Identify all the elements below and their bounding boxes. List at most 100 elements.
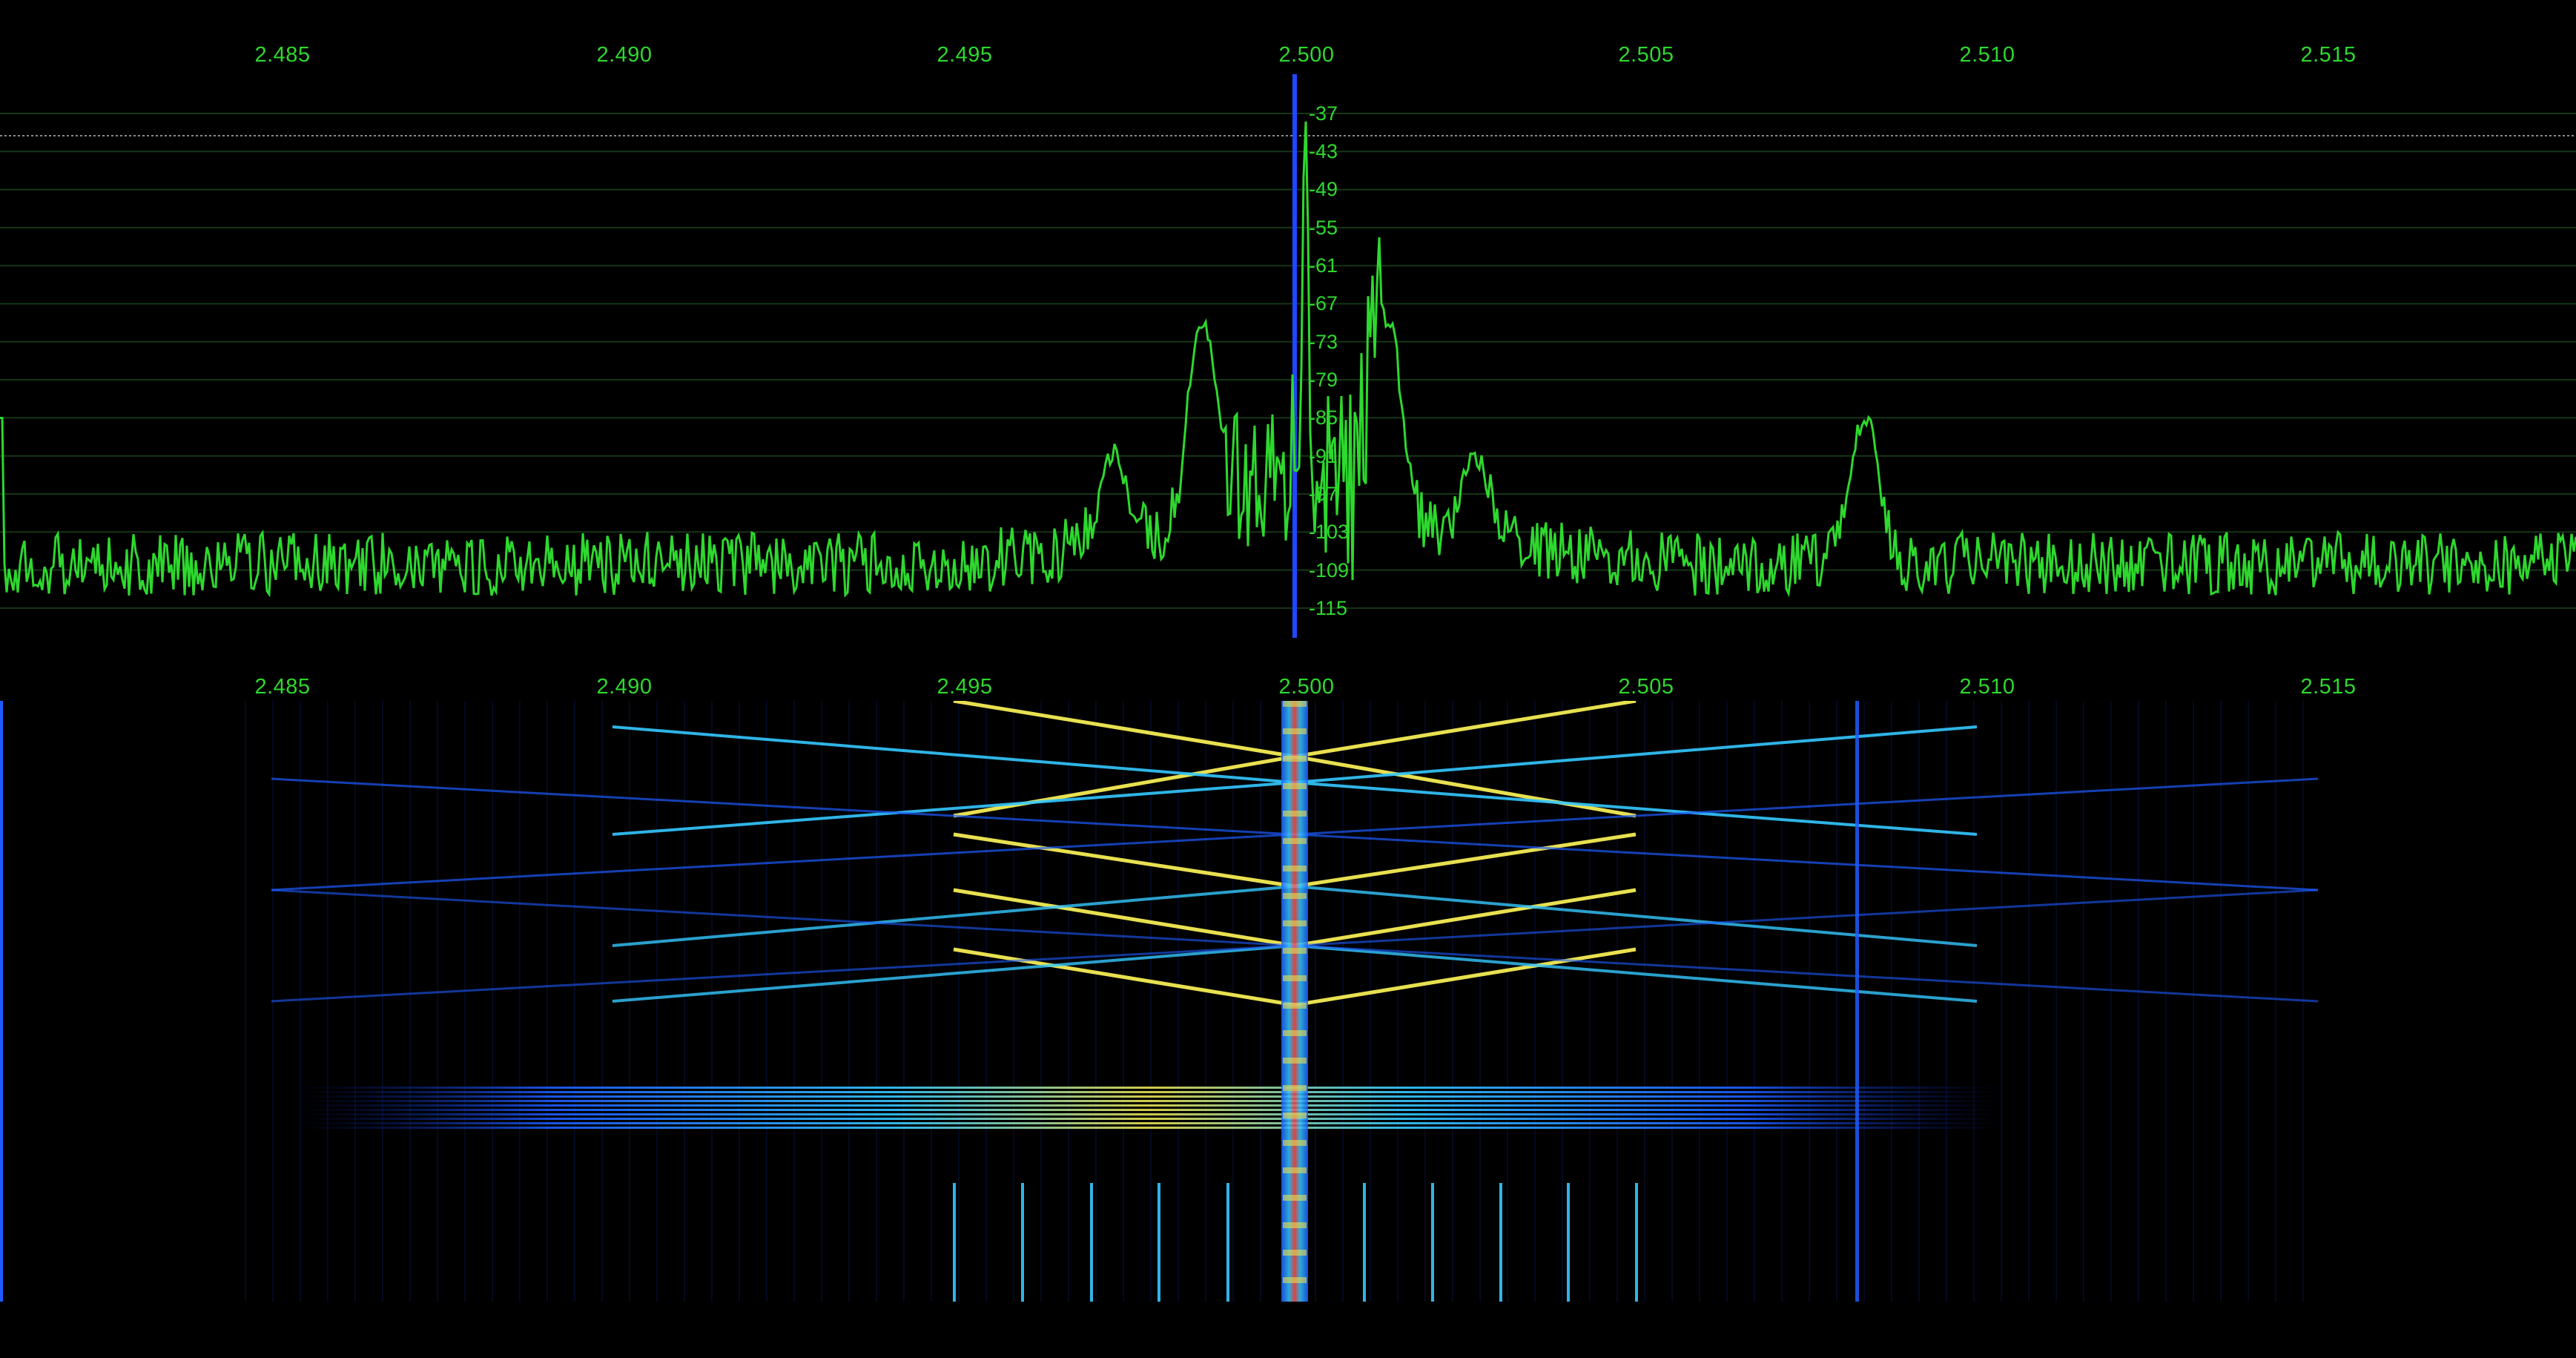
db-label: -67: [1309, 292, 1338, 314]
db-label: -73: [1309, 331, 1338, 353]
db-label: -61: [1309, 254, 1338, 277]
haze-column: [1781, 701, 1783, 1302]
chirp-sweep: [612, 781, 1295, 836]
spur-line: [1855, 701, 1859, 1302]
haze-column: [1534, 701, 1536, 1302]
band-line: [297, 1091, 2002, 1093]
waterfall-frequency-axis: 2.485 2.490 2.495 2.500 2.505 2.510 2.51…: [0, 675, 2576, 719]
haze-column: [1946, 701, 1947, 1302]
freq-label: 2.515: [2300, 43, 2357, 67]
carrier-tick: [1283, 1195, 1307, 1201]
spectrum-trace: [0, 121, 2576, 598]
carrier-tick: [1283, 1113, 1307, 1118]
db-label: -109: [1309, 559, 1350, 581]
tone-line: [1499, 1183, 1502, 1302]
db-label: -49: [1309, 178, 1338, 200]
haze-column: [546, 701, 548, 1302]
haze-column: [2275, 701, 2276, 1302]
freq-label: 2.485: [254, 43, 311, 67]
chirp-sweep: [1294, 754, 1637, 818]
haze-column: [1616, 701, 1618, 1302]
carrier-tick: [1283, 1222, 1307, 1228]
chirp-sweep: [1294, 833, 2319, 891]
tone-line: [1090, 1183, 1093, 1302]
haze-column: [2083, 701, 2084, 1302]
freq-label: 2.490: [596, 43, 653, 67]
db-label: -43: [1309, 140, 1338, 162]
carrier-tick: [1283, 811, 1307, 817]
chirp-sweep: [953, 947, 1295, 1007]
haze-column: [1123, 701, 1124, 1302]
haze-column: [2055, 701, 2057, 1302]
band-line: [297, 1113, 2002, 1115]
haze-column: [601, 701, 603, 1302]
haze-column: [1754, 701, 1755, 1302]
haze-column: [821, 701, 822, 1302]
haze-column: [1397, 701, 1398, 1302]
carrier-tick: [1283, 1250, 1307, 1256]
haze-column: [2193, 701, 2194, 1302]
freq-label: 2.495: [937, 43, 993, 67]
db-label: -115: [1309, 597, 1348, 619]
haze-column: [793, 701, 795, 1302]
carrier-tick: [1283, 1085, 1307, 1091]
haze-column: [354, 701, 356, 1302]
waterfall-display[interactable]: [0, 701, 2576, 1309]
chirp-sweep: [953, 754, 1295, 818]
chirp-sweep: [271, 944, 1295, 1003]
edge-signal: [0, 701, 3, 1302]
haze-column: [931, 701, 932, 1302]
freq-label: 2.505: [1618, 675, 1674, 699]
carrier-column: [1281, 701, 1308, 1302]
haze-column: [1836, 701, 1837, 1302]
chirp-sweep: [1294, 781, 1978, 836]
haze-column: [739, 701, 740, 1302]
db-label: -85: [1309, 406, 1338, 429]
carrier-tick: [1283, 948, 1307, 954]
chirp-sweep: [271, 777, 1295, 836]
haze-column: [1918, 701, 1920, 1302]
haze-column: [1479, 701, 1481, 1302]
haze-column: [245, 701, 246, 1302]
haze-column: [409, 701, 411, 1302]
carrier-tick: [1283, 838, 1307, 844]
haze-column: [1562, 701, 1563, 1302]
tone-line: [1431, 1183, 1434, 1302]
carrier-tick: [1283, 1030, 1307, 1036]
haze-column: [1178, 701, 1179, 1302]
carrier-tick: [1283, 866, 1307, 871]
chirp-sweep: [271, 889, 1295, 947]
haze-column: [1699, 701, 1700, 1302]
haze-column: [848, 701, 850, 1302]
carrier-tick: [1283, 783, 1307, 789]
chirp-sweep: [953, 888, 1295, 948]
haze-column: [1342, 701, 1344, 1302]
chirp-sweep: [1294, 944, 2319, 1003]
chirp-sweep: [1294, 885, 1978, 947]
center-frequency-marker[interactable]: [1292, 74, 1297, 638]
haze-column: [1589, 701, 1591, 1302]
haze-column: [574, 701, 575, 1302]
carrier-tick: [1283, 1058, 1307, 1064]
band-line: [297, 1087, 2002, 1089]
haze-column: [2220, 701, 2222, 1302]
tone-line: [1157, 1183, 1160, 1302]
haze-column: [492, 701, 493, 1302]
chirp-sweep: [953, 832, 1295, 889]
tone-line: [1021, 1183, 1024, 1302]
carrier-tick: [1283, 701, 1307, 707]
haze-column: [1424, 701, 1426, 1302]
top-frequency-axis: 2.485 2.490 2.495 2.500 2.505 2.510 2.51…: [0, 43, 2576, 88]
chirp-sweep: [1294, 947, 1637, 1007]
haze-column: [1891, 701, 1892, 1302]
waterfall-traces: [0, 701, 2319, 1302]
haze-column: [1370, 701, 1371, 1302]
freq-label: 2.500: [1278, 675, 1335, 699]
carrier-tick: [1283, 893, 1307, 899]
band-line: [297, 1118, 2002, 1120]
freq-label: 2.495: [937, 675, 993, 699]
haze-column: [2248, 701, 2249, 1302]
haze-column: [300, 701, 301, 1302]
haze-column: [876, 701, 877, 1302]
spectrum-plot[interactable]: [0, 74, 2576, 638]
